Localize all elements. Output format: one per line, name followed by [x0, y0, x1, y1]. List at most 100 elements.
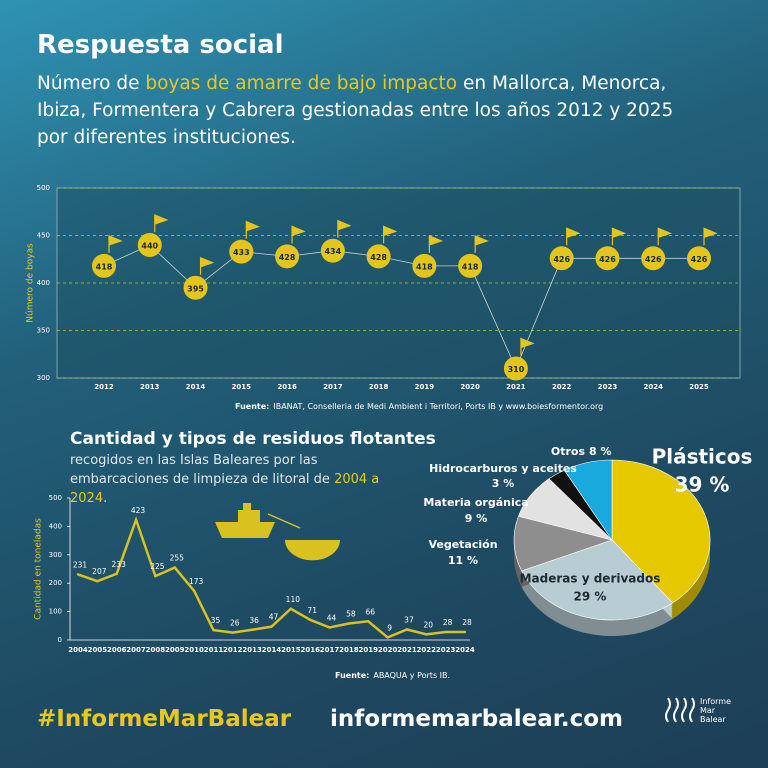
point — [212, 628, 215, 632]
x-tick-label: 2024 — [643, 383, 663, 391]
flag-icon — [245, 220, 261, 239]
point — [595, 246, 620, 271]
y-tick-label: 400 — [37, 279, 50, 287]
pie-slice — [521, 539, 674, 621]
title: Respuesta social — [37, 30, 284, 60]
x-tick-label: 2005 — [88, 646, 108, 654]
logo-text: Informe Mar Balear — [700, 697, 731, 724]
flag-icon — [428, 235, 444, 253]
logo-icon — [665, 697, 695, 723]
flag-icon — [566, 227, 581, 246]
chart-title: Cantidad y tipos de residuos flotantes — [70, 429, 436, 449]
pie-slice — [563, 459, 613, 541]
pie-value-label: 9 % — [465, 512, 488, 525]
x-tick-label: 2019 — [359, 646, 379, 654]
data-label: 173 — [189, 577, 204, 586]
y-tick-label: 500 — [37, 184, 50, 192]
point — [231, 631, 234, 634]
y-tick-label: 0 — [58, 636, 62, 644]
data-label: 233 — [112, 560, 127, 569]
x-tick-label: 2018 — [369, 383, 389, 391]
subtitle-text: en Mallorca, Menorca, Ibiza, Formentera … — [37, 73, 674, 148]
x-tick-label: 2023 — [598, 383, 618, 391]
x-tick-label: 2023 — [436, 646, 456, 654]
data-label: 434 — [324, 247, 341, 256]
data-label: 9 — [387, 623, 392, 632]
point — [366, 244, 391, 269]
y-tick-label: 300 — [37, 374, 50, 382]
pie-value-label: 39 % — [675, 473, 730, 497]
x-tick-label: 2022 — [552, 383, 572, 391]
point — [115, 572, 118, 576]
x-tick-label: 2021 — [506, 383, 526, 391]
data-label: 36 — [249, 616, 259, 625]
pie-label: Materia orgánica — [423, 496, 528, 509]
point — [320, 238, 345, 263]
data-label: 423 — [131, 506, 146, 515]
data-label: 418 — [462, 262, 479, 271]
data-label: 426 — [645, 255, 662, 264]
plot-frame — [56, 187, 741, 379]
x-tick-label: 2012 — [94, 383, 114, 391]
subtitle-text: recogidos en las Islas Baleares por las … — [70, 453, 335, 487]
source-text: IBANAT, Conselleria de Medi Ambient i Te… — [273, 402, 604, 411]
y-tick-label: 400 — [49, 522, 62, 530]
data-label: 428 — [279, 253, 296, 262]
x-tick-label: 2021 — [397, 646, 417, 654]
subtitle-text: Número de — [37, 73, 146, 94]
point — [463, 630, 467, 634]
y-tick-label: 200 — [49, 579, 62, 587]
point — [549, 246, 574, 271]
point — [328, 626, 331, 629]
flag-icon — [383, 225, 398, 244]
y-tick-label: 350 — [37, 327, 50, 335]
x-tick-label: 2007 — [126, 646, 146, 654]
data-label: 71 — [307, 606, 317, 615]
point — [425, 633, 428, 636]
point — [275, 244, 300, 269]
data-label: 66 — [365, 607, 375, 616]
flag-icon — [611, 227, 627, 246]
pie-value-label: 3 % — [492, 477, 515, 490]
x-tick-label: 2009 — [165, 646, 185, 654]
flag-icon — [337, 219, 352, 238]
x-tick-label: 2024 — [455, 646, 475, 654]
y-tick-label: 450 — [37, 232, 50, 240]
flag-icon — [108, 235, 123, 253]
point — [289, 607, 293, 610]
point — [229, 239, 254, 264]
x-tick-label: 2010 — [184, 646, 204, 654]
point — [444, 630, 447, 634]
data-label: 110 — [286, 595, 301, 604]
point — [92, 253, 116, 278]
chart-subtitle: recogidos en las Islas Baleares por las … — [70, 451, 420, 508]
point — [405, 628, 409, 631]
source-label: Fuente: — [235, 402, 270, 411]
data-label: 47 — [269, 613, 279, 622]
x-tick-label: 2011 — [204, 646, 224, 654]
pie-label: Plásticos — [652, 445, 753, 469]
data-label: 426 — [553, 255, 570, 264]
data-label: 28 — [443, 618, 453, 627]
pie-label: Otros — [551, 445, 586, 458]
point — [192, 589, 196, 593]
data-label: 433 — [233, 248, 250, 257]
point — [367, 620, 370, 623]
point — [250, 628, 254, 631]
x-tick-label: 2025 — [689, 383, 709, 391]
x-tick-label: 2022 — [417, 646, 437, 654]
point — [173, 566, 176, 569]
point — [183, 275, 208, 300]
y-tick-label: 100 — [49, 608, 62, 616]
point — [503, 356, 528, 381]
data-label: 35 — [211, 616, 221, 625]
x-tick-label: 2020 — [460, 383, 480, 391]
pie-value-label: 29 % — [574, 590, 607, 604]
data-label: 426 — [691, 255, 708, 264]
x-tick-label: 2008 — [146, 646, 166, 654]
flag-icon — [291, 225, 306, 244]
flag-icon — [199, 256, 215, 275]
y-axis-label: Número de boyas — [26, 243, 36, 323]
source: Fuente: IBANAT, Conselleria de Medi Ambie… — [235, 402, 603, 411]
